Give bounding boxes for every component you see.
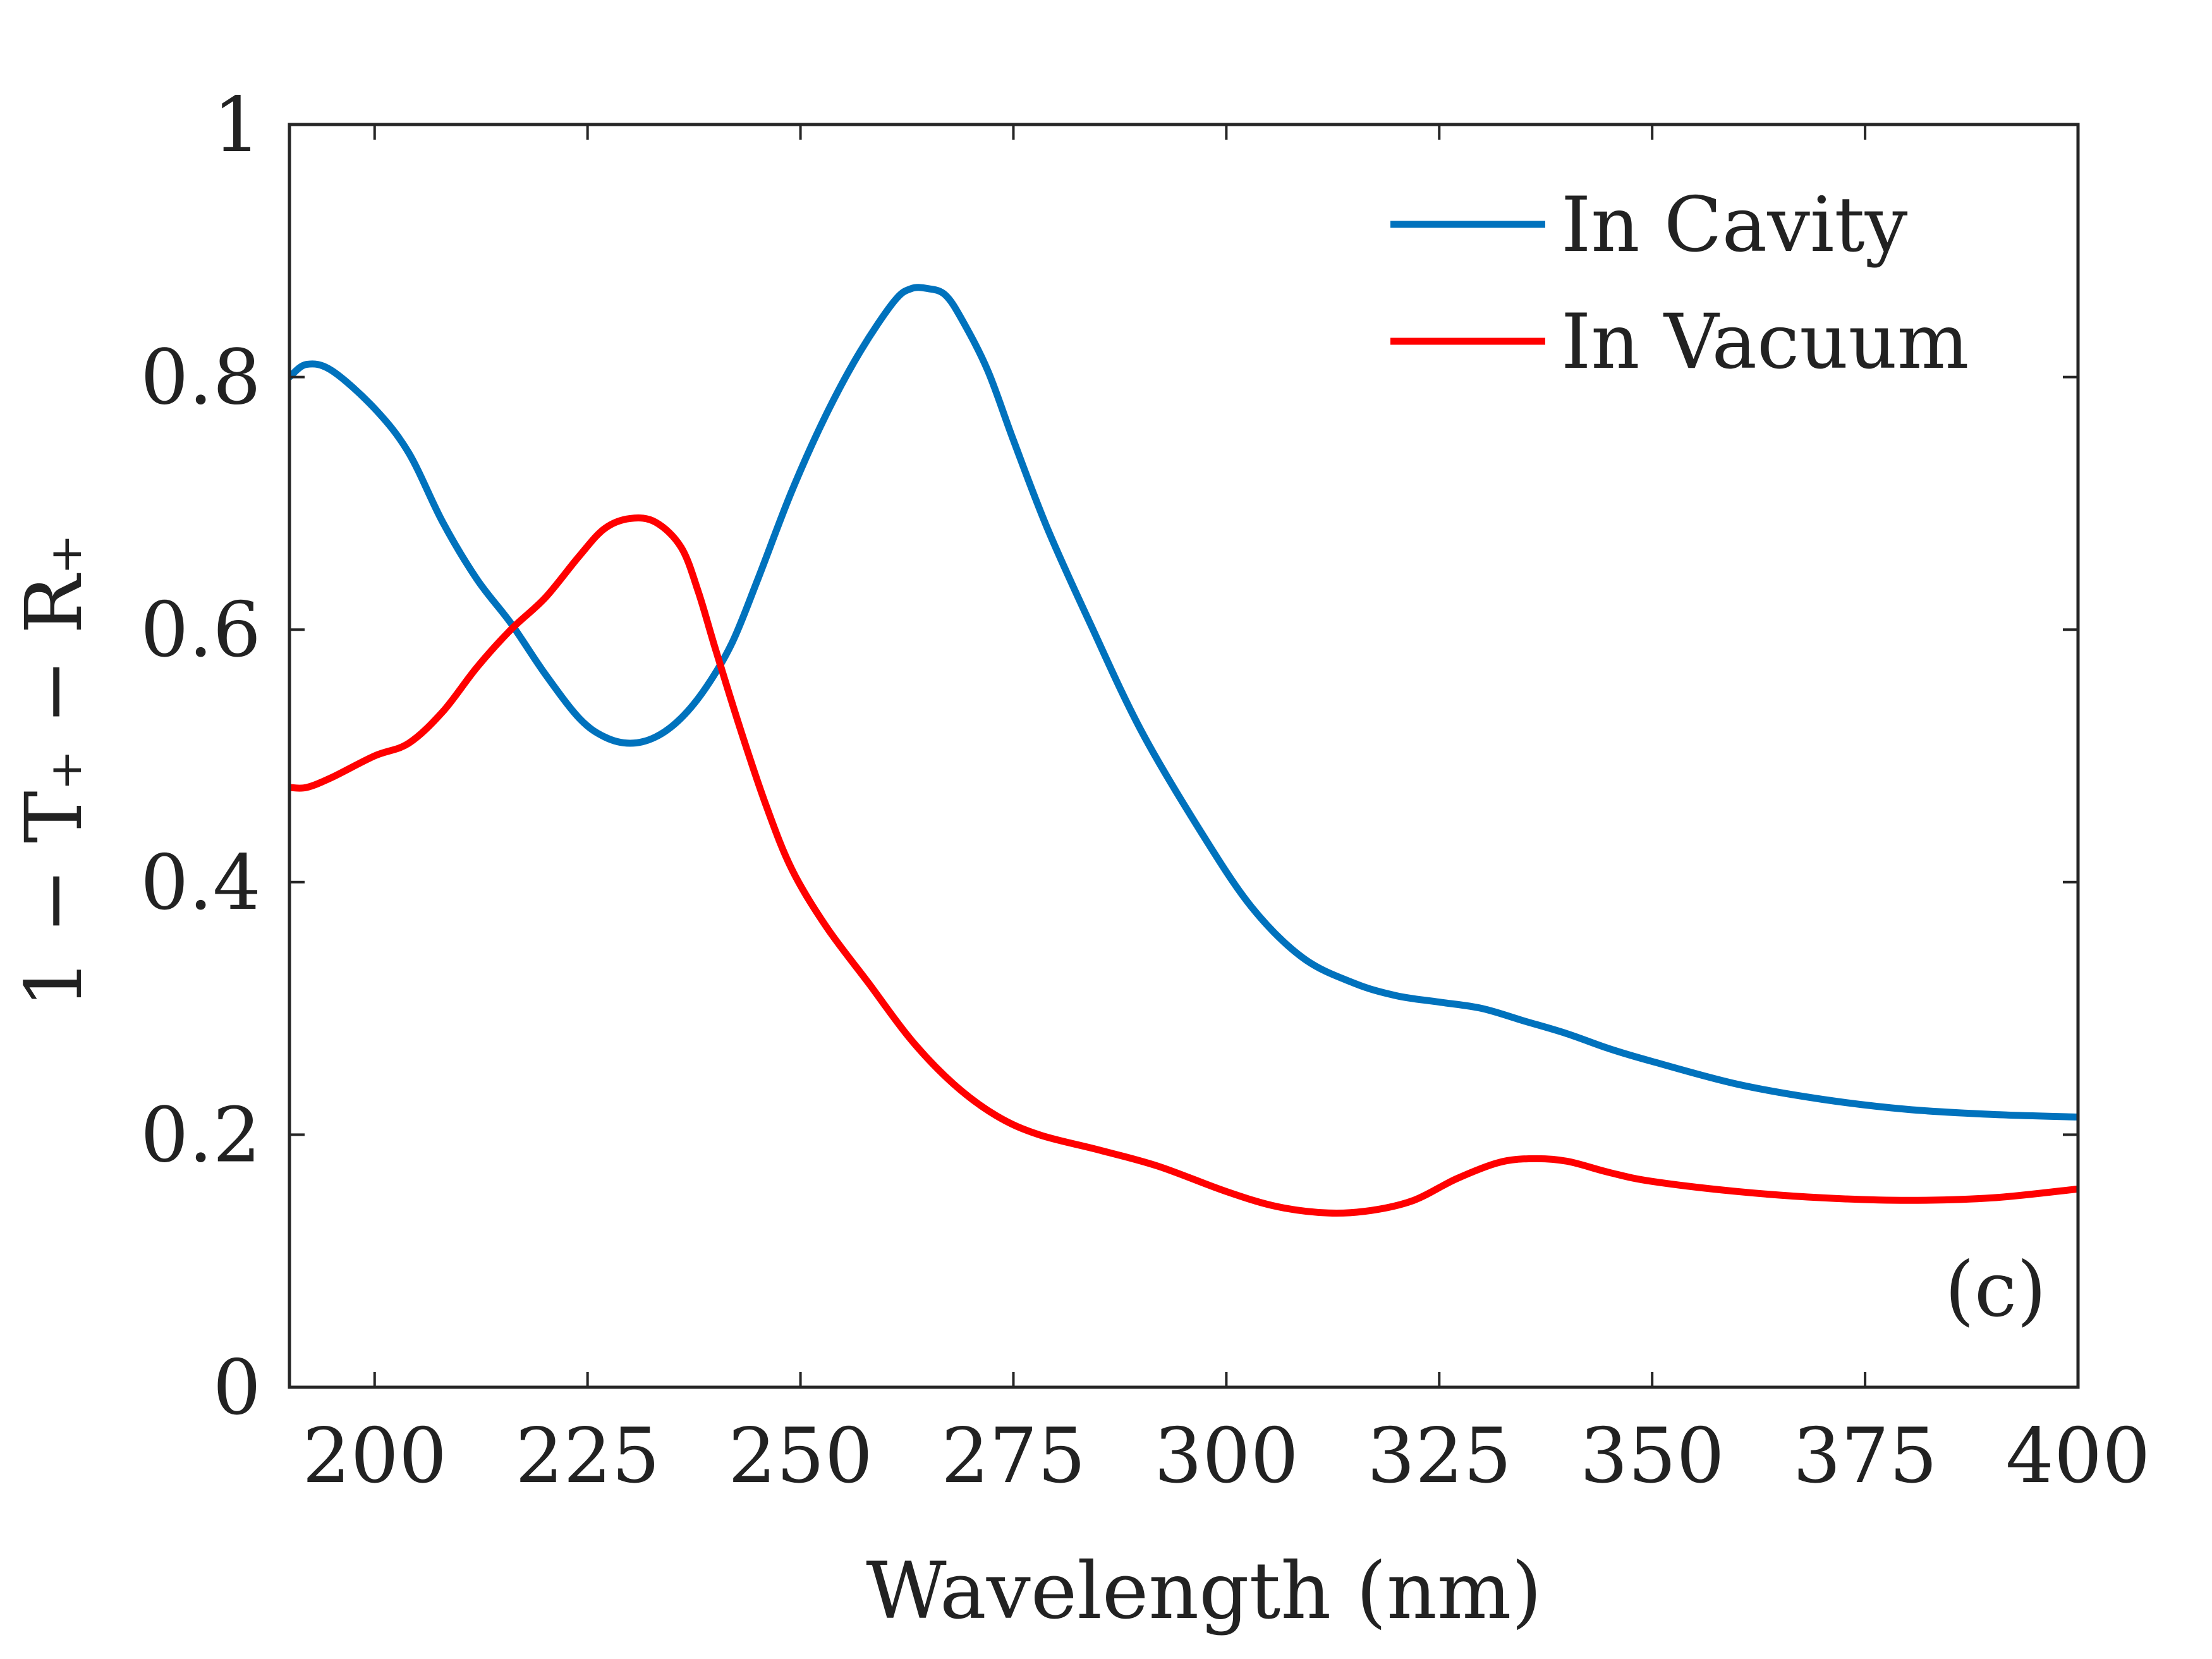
series-line-in-cavity bbox=[289, 284, 2078, 1121]
series-layer bbox=[289, 284, 2078, 1217]
x-tick-label: 225 bbox=[515, 1413, 660, 1500]
x-tick-label: 250 bbox=[728, 1413, 873, 1500]
x-tick-label: 200 bbox=[302, 1413, 447, 1500]
y-tick-label: 0.8 bbox=[140, 334, 261, 422]
legend: In Cavity In Vacuum bbox=[1390, 181, 1969, 386]
axes-box bbox=[288, 123, 2080, 1389]
legend-label-in-cavity: In Cavity bbox=[1561, 181, 1908, 269]
x-tick-label: 400 bbox=[2005, 1413, 2150, 1500]
x-tick-label: 300 bbox=[1154, 1413, 1299, 1500]
x-tick-label: 325 bbox=[1367, 1413, 1512, 1500]
ticks-layer: 200 225 250 275 300 325 350 375 400 0 0.2 0.4 0.6 0.8… bbox=[140, 82, 2150, 1500]
panel-annotation: (c) bbox=[1945, 1246, 2046, 1334]
y-tick-label: 0.6 bbox=[140, 586, 261, 674]
y-axis-label: 1 − T₊ − R₊ bbox=[9, 533, 100, 1008]
y-tick-label: 0.2 bbox=[140, 1091, 261, 1179]
y-tick-label: 0.4 bbox=[140, 839, 261, 927]
x-axis-label: Wavelength (nm) bbox=[866, 1546, 1542, 1637]
series-line-in-vacuum bbox=[289, 514, 2078, 1217]
legend-label-in-vacuum: In Vacuum bbox=[1561, 298, 1969, 386]
y-tick-label: 1 bbox=[213, 82, 261, 169]
y-tick-label: 0 bbox=[213, 1344, 261, 1432]
x-tick-label: 375 bbox=[1793, 1413, 1938, 1500]
x-tick-label: 350 bbox=[1580, 1413, 1725, 1500]
x-tick-label: 275 bbox=[941, 1413, 1086, 1500]
